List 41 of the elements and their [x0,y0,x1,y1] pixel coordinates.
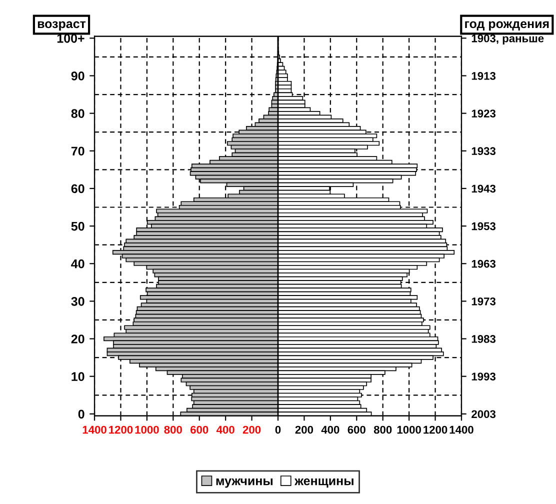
x-tick-label: 600 [190,426,208,434]
x-tick-label: 1000 [135,426,159,434]
x-tick-label: 600 [348,426,366,434]
x-tick-label: 1200 [424,426,448,434]
y-tick-label: 80 [71,109,84,118]
y2-tick-label: 1953 [472,222,496,230]
y-tick-label: 0 [78,410,84,419]
y-tick-label: 20 [71,334,84,344]
x-tick-label: 200 [242,426,261,434]
y-tick-label: 60 [71,184,84,194]
legend-label: мужчины [216,478,272,488]
legend-label: женщины [294,478,354,488]
x-tick-label: 1000 [397,426,421,434]
y2-tick-label: 1983 [472,335,496,343]
x-tick-label: 400 [216,426,234,434]
x-tick-label: 200 [295,426,314,434]
y-tick-label: 70 [71,146,84,156]
y2-tick-label: 1993 [472,372,496,380]
y2-tick-label: 1963 [472,260,496,268]
y2-tick-label: 1973 [472,297,496,306]
y-tick-label: 10 [72,372,84,381]
y2-axis-title: год рождения [465,21,549,31]
x-tick-label: 1400 [82,426,106,434]
y2-tick-label: 1903, раньше [472,34,544,44]
y-axis-title: возраст [38,21,86,31]
y-tick-label: 100+ [57,34,84,43]
y2-tick-label: 1913 [472,72,496,80]
y-tick-label: 30 [71,296,84,306]
y-tick-label: 40 [71,259,84,268]
y2-tick-label: 1923 [472,110,496,118]
x-tick-label: 1200 [109,426,133,434]
y2-tick-label: 2003 [472,410,496,418]
x-tick-label: 800 [374,426,392,434]
y-tick-label: 90 [71,72,84,80]
x-tick-label: 800 [164,426,182,434]
x-tick-label: 1400 [450,426,474,434]
x-tick-label: 0 [275,426,281,434]
x-tick-label: 400 [321,426,340,434]
y2-tick-label: 1933 [472,147,496,156]
y-tick-label: 50 [71,222,84,231]
y2-tick-label: 1943 [472,184,496,193]
